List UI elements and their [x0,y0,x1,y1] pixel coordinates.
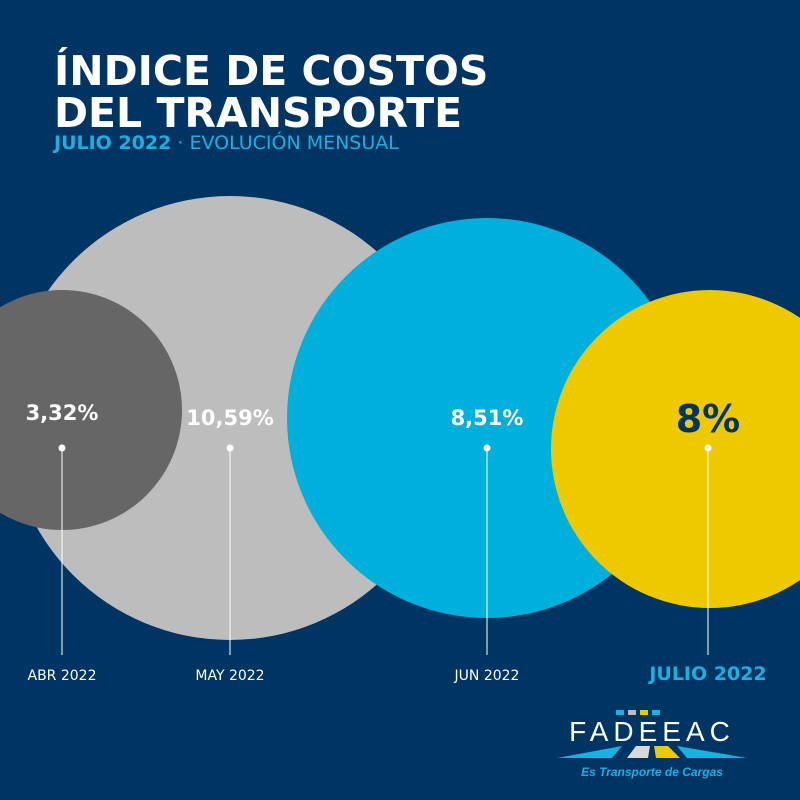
bubble-3 [551,290,800,608]
leader-dot [58,444,66,452]
value-label: 8,51% [451,406,524,430]
value-label: 10,59% [186,406,273,430]
svg-text:Es Transporte de Cargas: Es Transporte de Cargas [581,765,723,779]
fadeeac-logo: FADEEAC Es Transporte de Cargas [557,710,747,779]
page-title: ÍNDICE DE COSTOS DEL TRANSPORTE [54,50,488,134]
value-label: 8% [676,397,741,441]
subtitle-separator: · [171,132,190,154]
category-label: ABR 2022 [28,668,97,684]
title-line-1: ÍNDICE DE COSTOS [54,47,489,95]
subtitle-month: JULIO 2022 [54,132,172,154]
svg-text:FADEEAC: FADEEAC [569,716,735,747]
leader-dot [226,444,234,452]
category-label: JULIO 2022 [647,663,766,685]
bubble-0 [0,290,182,530]
category-label: MAY 2022 [195,668,264,684]
subtitle: JULIO 2022 · EVOLUCIÓN MENSUAL [54,132,399,154]
value-label: 3,32% [26,401,99,425]
leader-dot [483,444,491,452]
title-line-2: DEL TRANSPORTE [54,89,463,137]
category-label: JUN 2022 [454,668,520,684]
leader-dot [704,444,712,452]
subtitle-text: EVOLUCIÓN MENSUAL [189,132,399,154]
